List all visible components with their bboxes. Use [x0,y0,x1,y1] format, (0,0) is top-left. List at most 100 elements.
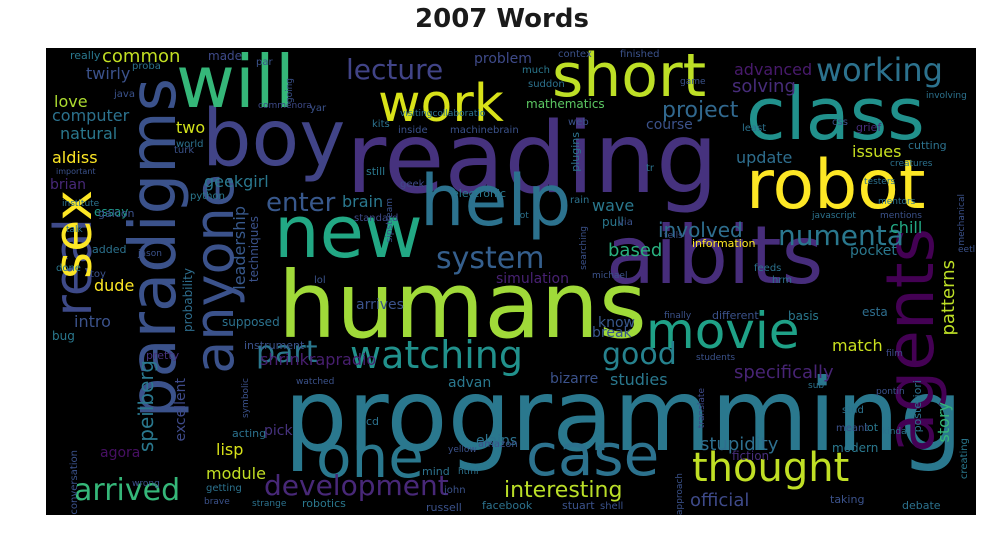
word-computer: computer [52,106,130,125]
word-speilberg: speilberg [134,360,158,453]
word-aibits: aibits [606,209,824,302]
word-lecture: lecture [346,53,444,86]
word-tells: tells [664,231,683,241]
word-humans: humans [278,252,647,359]
word-getting: getting [206,483,242,494]
word-facebook: facebook [482,499,533,512]
word-creatures: creatures [890,159,933,169]
word-acting: acting [232,427,267,440]
word-symbolic: symbolic [241,378,251,418]
word-cutting: cutting [908,139,947,152]
word-amazon: amazon [478,439,518,450]
word-geekgirl: geekgirl [204,172,269,191]
word-russell: russell [426,501,462,514]
word-finally: finally [664,311,692,321]
word-lot: lot [864,421,879,434]
word-rain: rain [570,195,590,206]
word-part: part [256,335,318,370]
word-thought: thought [692,445,850,491]
word-brian: brian [50,177,86,193]
word-short: short [552,48,707,111]
word-instrument: instrument [244,339,305,352]
word-mathematics: mathematics [526,97,605,111]
word-talk: talk [66,225,83,235]
word-par: par [256,57,273,68]
word-information: information [692,237,756,250]
word-different: different [712,309,759,322]
word-pocket: pocket [850,243,897,259]
word-feeds: feeds [754,263,782,274]
word-involved: involved [658,218,743,242]
word-two: two [176,118,206,137]
word-made: made [208,49,243,63]
word-dude: dude [94,276,135,295]
word-advanced: advanced [734,60,813,79]
word-michael: michael [592,271,628,281]
word-one: one [316,423,424,491]
word-pontin: pontin [876,387,905,397]
word-leadership: leadership [230,206,249,290]
word-finished: finished [620,49,660,60]
word-stuart: stuart [562,499,595,512]
word-pick: pick [264,423,293,439]
word-update: update [736,148,793,167]
word-brain: brain [342,192,384,211]
word-shrinkrapradio: shrinkrapradio [260,350,377,369]
word-galcon: galcon [98,207,135,220]
word-intro: intro [74,312,111,331]
word-numenta: numenta [778,219,904,252]
chart-title: 2007 Words [415,4,589,34]
word-creating: creating [959,438,970,480]
word-know: know [598,315,635,331]
word-module: module [206,464,266,483]
word-python: python [190,191,225,202]
word-fiction: fiction [732,449,770,463]
word-testers: testers [864,177,896,187]
word-development: development [264,469,449,502]
word-meant: meant [836,423,869,434]
word-translate: translate [697,388,707,429]
word-twirly: twirly [86,64,131,83]
word-suddon: suddon [528,79,565,90]
word-shell: shell [600,501,624,512]
word-simulation: simulation [496,271,569,287]
word-arrives: arrives [356,297,404,313]
word-mentors: mentors [878,197,916,207]
word-html: html [458,467,479,477]
word-geek: geek [400,179,425,190]
word-machinebrain: machinebrain [450,125,519,136]
word-taking: taking [830,493,865,506]
word-posteriori: posteriori [911,380,924,433]
word-good: good [602,337,677,372]
word-course: course [646,117,693,133]
word-class: class [746,72,925,156]
word-esta: esta [862,305,888,319]
word-watching: watching [350,333,524,377]
word-system: system [436,241,545,276]
word-probability: probability [181,268,195,333]
word-turk: turk [174,145,195,156]
word-excellent: excellent [173,378,189,442]
word-new: new [274,190,423,274]
word-studies: studies [610,370,668,389]
word-going: going [285,78,295,104]
word-yar: yar [310,103,327,114]
word-patterns: patterns [938,260,959,336]
word-bug: bug [52,329,75,343]
word-break: break [592,325,632,341]
word-searching: searching [579,226,589,270]
word-yellow: yellow [448,445,477,455]
word-mind: mind [422,465,450,478]
word-stud: stud [842,405,864,416]
word-added: added [92,243,127,256]
word-modern: modern [832,441,879,455]
word-agora: agora [100,445,141,461]
word-proba: proba [132,61,161,72]
word-via: via [618,217,633,228]
word-still: still [366,165,386,178]
word-kinda: kinda [882,427,907,437]
word-film: film [886,349,903,359]
word-issues: issues [852,142,902,161]
word-common: common [102,48,181,67]
word-reading: reading [346,102,719,216]
